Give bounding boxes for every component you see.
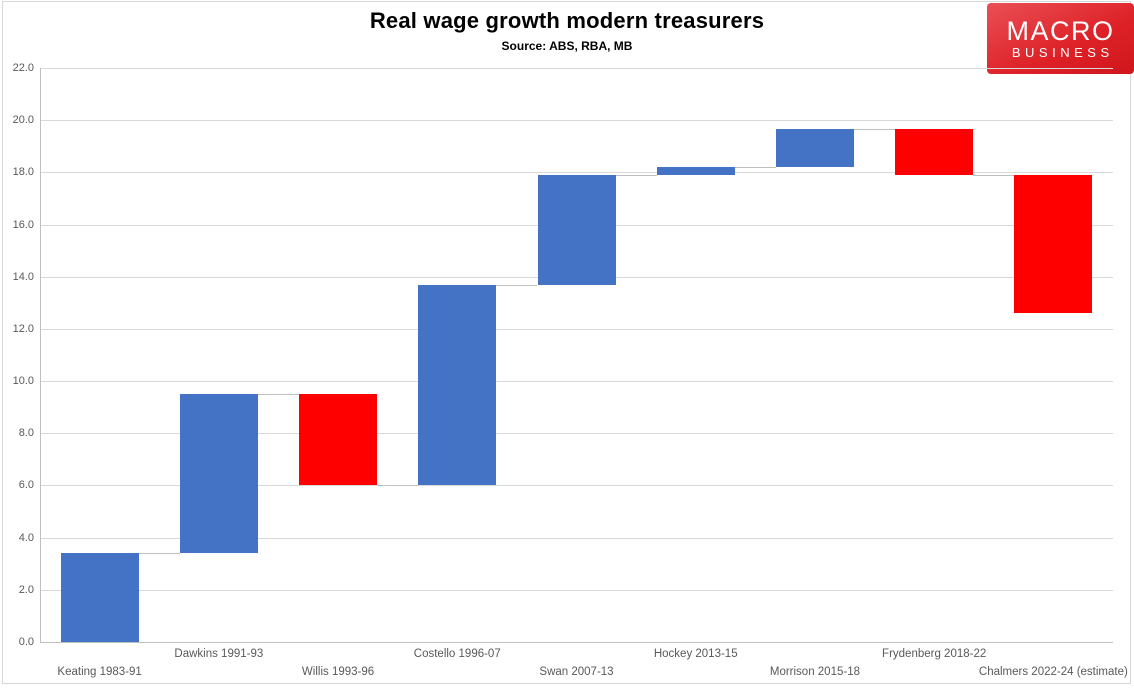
y-axis-tick-label: 22.0 <box>12 62 34 74</box>
gridline <box>40 328 1113 330</box>
x-category-label: Dawkins 1991-93 <box>174 648 264 660</box>
y-axis-tick-label: 12.0 <box>12 322 34 335</box>
waterfall-bar <box>775 129 854 168</box>
x-category-label: Chalmers 2022-24 (estimate) <box>978 666 1128 678</box>
gridline <box>40 68 1113 69</box>
y-axis-tick-label: 18.0 <box>12 166 34 179</box>
y-axis-tick-label: 10.0 <box>12 375 34 388</box>
macrobusiness-logo: MACRO BUSINESS <box>987 3 1134 74</box>
waterfall-bar <box>656 167 735 175</box>
x-category-label: Keating 1983-91 <box>57 666 142 678</box>
x-category-label: Frydenberg 2018-22 <box>882 648 987 660</box>
waterfall-bar <box>418 284 497 486</box>
y-axis-tick-label: 4.0 <box>18 531 34 544</box>
connector-line <box>615 174 657 176</box>
x-category-label: Hockey 2013-15 <box>653 648 738 660</box>
logo-text-business: BUSINESS <box>1011 45 1114 60</box>
y-axis-tick-label: 0.0 <box>18 636 34 648</box>
chart-title: Real wage growth modern treasurers <box>369 8 765 33</box>
waterfall-bar <box>179 394 258 554</box>
connector-line <box>496 284 538 286</box>
y-axis-tick-label: 6.0 <box>18 479 34 492</box>
x-category-label: Swan 2007-13 <box>539 666 614 678</box>
x-axis-line <box>40 642 1113 643</box>
connector-line <box>853 129 896 131</box>
gridline <box>40 172 1113 174</box>
connector-line <box>973 174 1015 176</box>
x-category-label: Costello 1996-07 <box>413 648 501 660</box>
logo-text-macro: MACRO <box>1006 16 1115 46</box>
chart-subtitle: Source: ABS, RBA, MB <box>501 39 633 53</box>
gridline <box>40 485 1113 487</box>
connector-line <box>138 553 180 555</box>
gridline <box>40 537 1113 539</box>
gridline <box>40 433 1113 435</box>
waterfall-bar <box>299 394 378 486</box>
gridline <box>40 589 1113 591</box>
connector-line <box>377 485 419 487</box>
y-axis-tick-label: 8.0 <box>18 427 34 440</box>
gridline <box>40 381 1113 383</box>
x-category-label: Morrison 2015-18 <box>769 666 860 678</box>
connector-line <box>257 394 300 396</box>
x-category-label: Willis 1993-96 <box>301 666 375 678</box>
waterfall-bar <box>1014 174 1093 314</box>
y-axis-tick-label: 2.0 <box>18 583 34 596</box>
waterfall-bar <box>895 129 974 175</box>
gridline <box>40 120 1113 122</box>
waterfall-bar <box>60 553 139 642</box>
y-axis-line <box>40 68 41 642</box>
y-axis-tick-label: 14.0 <box>12 270 34 283</box>
connector-line <box>734 167 776 169</box>
y-axis-tick-label: 20.0 <box>12 114 34 127</box>
waterfall-bar <box>537 174 616 285</box>
y-axis-tick-label: 16.0 <box>12 218 34 231</box>
